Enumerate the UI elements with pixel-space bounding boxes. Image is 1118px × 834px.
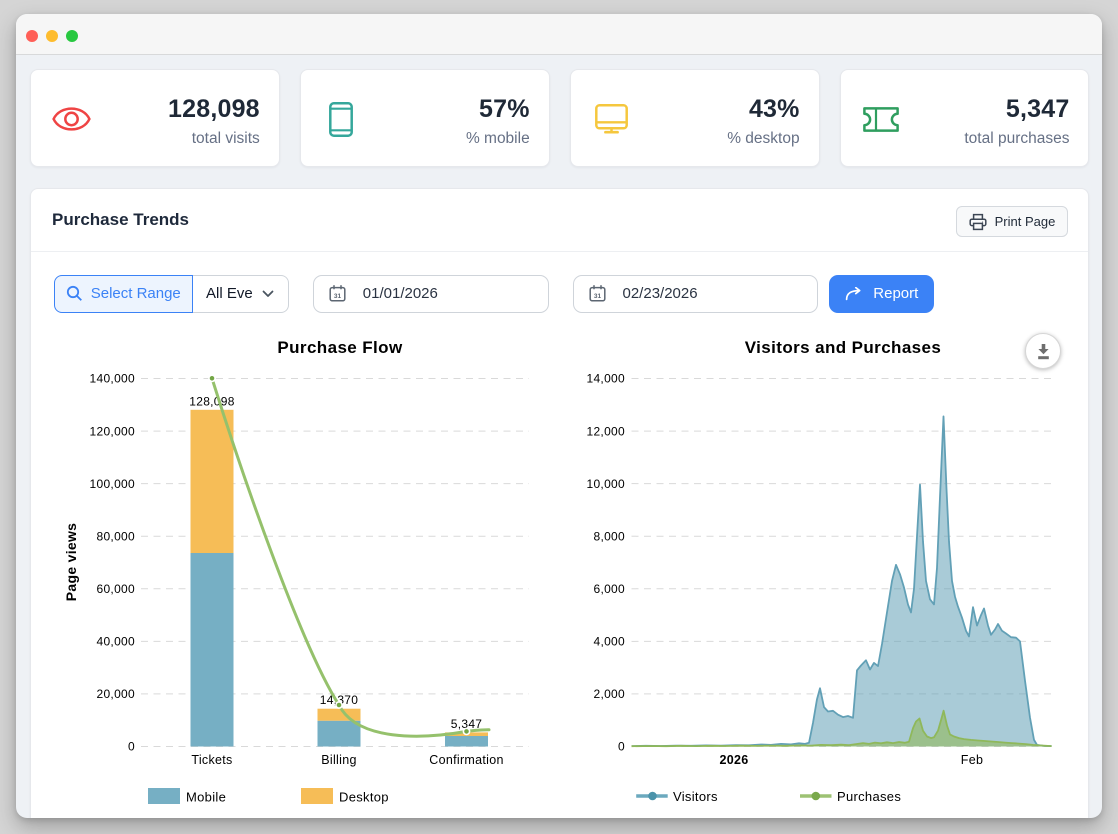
- svg-text:80,000: 80,000: [96, 529, 135, 543]
- svg-text:10,000: 10,000: [586, 477, 625, 491]
- svg-text:Visitors and Purchases: Visitors and Purchases: [745, 338, 942, 357]
- svg-text:12,000: 12,000: [586, 424, 625, 438]
- svg-text:120,000: 120,000: [90, 424, 136, 438]
- svg-text:40,000: 40,000: [96, 635, 135, 649]
- svg-text:0: 0: [618, 740, 625, 754]
- svg-text:60,000: 60,000: [96, 582, 135, 596]
- svg-text:128,098: 128,098: [189, 394, 235, 408]
- svg-text:140,000: 140,000: [90, 372, 136, 386]
- svg-text:20,000: 20,000: [96, 687, 135, 701]
- svg-text:Desktop: Desktop: [339, 790, 389, 805]
- svg-text:Purchase Flow: Purchase Flow: [277, 338, 403, 357]
- svg-text:100,000: 100,000: [90, 477, 136, 491]
- svg-text:0: 0: [128, 740, 135, 754]
- svg-text:2026: 2026: [719, 753, 748, 767]
- svg-text:4,000: 4,000: [593, 635, 625, 649]
- svg-text:31: 31: [593, 293, 601, 300]
- svg-text:14,000: 14,000: [586, 372, 625, 386]
- svg-text:Feb: Feb: [961, 753, 983, 767]
- svg-text:31: 31: [334, 293, 342, 300]
- svg-text:Mobile: Mobile: [186, 790, 226, 805]
- svg-text:Tickets: Tickets: [191, 753, 232, 767]
- svg-text:Billing: Billing: [321, 753, 356, 767]
- svg-text:Confirmation: Confirmation: [429, 753, 503, 767]
- svg-text:14,370: 14,370: [320, 693, 359, 707]
- svg-text:Visitors: Visitors: [673, 789, 718, 804]
- svg-text:8,000: 8,000: [593, 529, 625, 543]
- svg-text:5,347: 5,347: [451, 717, 483, 731]
- svg-text:Purchases: Purchases: [837, 789, 901, 804]
- svg-text:6,000: 6,000: [593, 582, 625, 596]
- svg-text:2,000: 2,000: [593, 687, 625, 701]
- svg-text:Page views: Page views: [63, 523, 79, 602]
